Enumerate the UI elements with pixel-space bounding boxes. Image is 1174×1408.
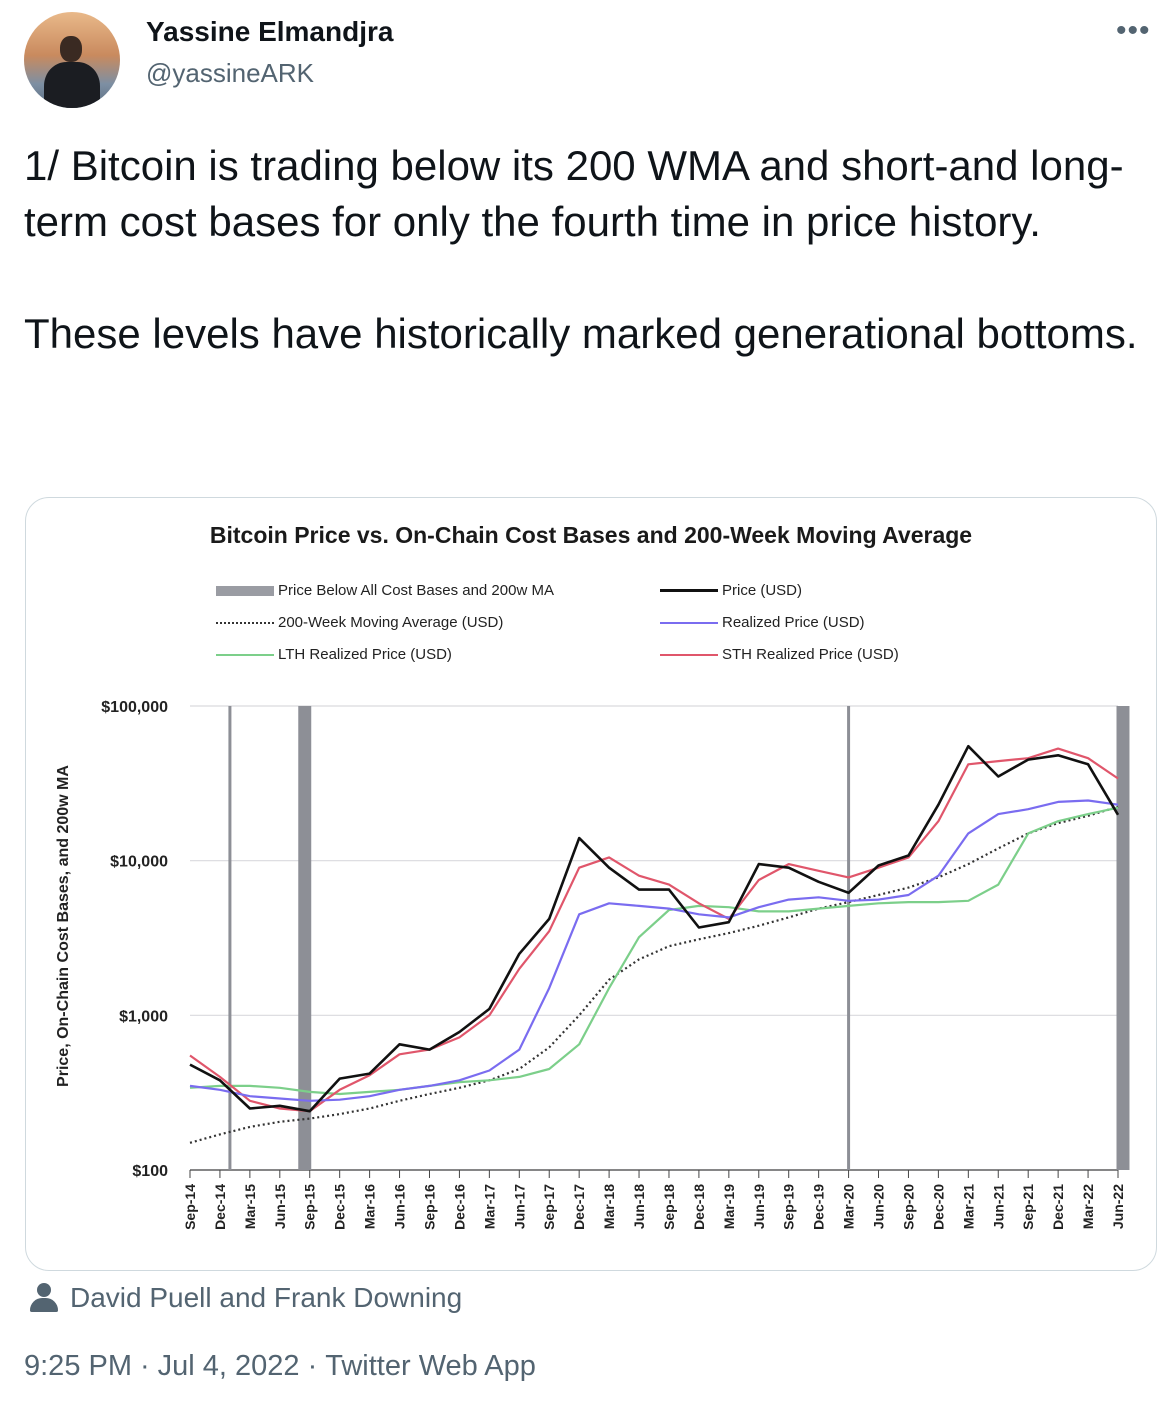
y-tick-label: $100: [132, 1163, 168, 1180]
x-tick-label: Sep-18: [661, 1184, 677, 1230]
x-tick-label: Mar-16: [362, 1184, 378, 1229]
x-tick-label: Jun-19: [751, 1184, 767, 1229]
tweet-metadata: 9:25 PM · Jul 4, 2022 · Twitter Web App: [24, 1350, 536, 1383]
x-tick-label: Dec-16: [451, 1184, 467, 1230]
x-tick-label: Dec-21: [1050, 1184, 1066, 1230]
legend-band: Price Below All Cost Bases and 200w MA: [216, 582, 554, 599]
x-tick-label: Jun-21: [990, 1184, 1006, 1229]
legend-band-swatch: [216, 585, 274, 596]
legend-sth: STH Realized Price (USD): [660, 646, 899, 663]
below-cost-band: [228, 706, 232, 1170]
x-tick-label: Jun-18: [631, 1184, 647, 1229]
legend-lth: LTH Realized Price (USD): [216, 646, 452, 663]
legend-sth-swatch: [660, 653, 718, 656]
x-tick-label: Dec-20: [930, 1184, 946, 1230]
more-options-icon[interactable]: •••: [1116, 14, 1151, 47]
x-tick-label: Mar-22: [1080, 1184, 1096, 1229]
x-tick-label: Jun-17: [511, 1184, 527, 1229]
series-line-sth-realized-price-usd: [189, 747, 1119, 1113]
y-tick-label: $1,000: [119, 1008, 168, 1025]
chart-plot: $100 $1,000 $10,000 $100,000 Sep-14 Dec-14 Ma…: [55, 699, 1130, 1230]
x-tick-label: Dec-19: [811, 1184, 827, 1230]
series-line-lth-realized-price-usd: [189, 806, 1119, 1096]
tweet-client[interactable]: Twitter Web App: [325, 1350, 536, 1382]
meta-separator: ·: [140, 1350, 150, 1382]
tweet-date[interactable]: Jul 4, 2022: [157, 1350, 300, 1382]
x-tick-label: Mar-20: [841, 1184, 857, 1229]
image-attribution[interactable]: David Puell and Frank Downing: [24, 1282, 462, 1314]
y-tick-label: $100,000: [101, 699, 168, 716]
chart-title: Bitcoin Price vs. On-Chain Cost Bases an…: [209, 522, 973, 548]
chart-image-card[interactable]: Bitcoin Price vs. On-Chain Cost Bases an…: [25, 497, 1157, 1271]
x-tick-label: Sep-21: [1020, 1184, 1036, 1230]
series-line-realized-price-usd: [189, 799, 1119, 1102]
legend-price-swatch: [660, 589, 718, 592]
x-tick-label: Mar-18: [601, 1184, 617, 1229]
x-tick-label: Mar-15: [242, 1184, 258, 1229]
legend-200wma-swatch: [216, 621, 274, 624]
meta-separator: ·: [307, 1350, 318, 1382]
x-tick-label: Dec-14: [212, 1184, 228, 1230]
chart-series: [189, 744, 1120, 1144]
chart-y-axis-label: Price, On-Chain Cost Bases, and 200w MA: [55, 765, 72, 1087]
person-icon: [30, 1283, 58, 1313]
avatar-body: [44, 62, 100, 108]
x-tick-label: Mar-21: [960, 1184, 976, 1229]
tweet-time[interactable]: 9:25 PM: [24, 1350, 132, 1382]
legend-200wma-label: 200-Week Moving Average (USD): [278, 614, 504, 631]
below-cost-band: [1116, 706, 1130, 1170]
x-tick-label: Sep-14: [182, 1184, 198, 1230]
x-tick-label: Sep-15: [302, 1184, 318, 1230]
legend-realized-swatch: [660, 621, 718, 624]
author-avatar[interactable]: [24, 12, 120, 108]
author-handle[interactable]: @yassineARK: [146, 58, 315, 88]
below-cost-band: [298, 706, 312, 1170]
legend-lth-label: LTH Realized Price (USD): [278, 646, 452, 663]
x-tick-label: Mar-17: [481, 1184, 497, 1229]
x-tick-label: Sep-20: [900, 1184, 916, 1230]
chart-gridlines: [190, 705, 1118, 1171]
below-cost-band: [847, 706, 851, 1170]
legend-lth-swatch: [216, 653, 274, 656]
y-tick-label: $10,000: [110, 854, 168, 871]
x-tick-label: Sep-16: [421, 1184, 437, 1230]
x-tick-label: Mar-19: [721, 1184, 737, 1229]
chart-x-ticks: Sep-14 Dec-14 Mar-15 Jun-15 Sep-15 Dec-15 Mar-…: [182, 1170, 1126, 1230]
x-tick-label: Dec-15: [332, 1184, 348, 1230]
legend-200wma: 200-Week Moving Average (USD): [216, 614, 503, 631]
chart-y-ticks: $100 $1,000 $10,000 $100,000: [101, 699, 168, 1180]
x-tick-label: Sep-17: [541, 1184, 557, 1230]
x-tick-label: Sep-19: [781, 1184, 797, 1230]
legend-price-label: Price (USD): [722, 582, 803, 599]
x-tick-label: Jun-20: [871, 1184, 887, 1229]
x-tick-label: Jun-15: [272, 1184, 288, 1229]
x-tick-label: Jun-16: [392, 1184, 408, 1229]
author-name[interactable]: Yassine Elmandjra: [146, 16, 394, 47]
chart-bands: [228, 706, 1130, 1170]
tweet-text: 1/ Bitcoin is trading below its 200 WMA …: [24, 142, 1138, 357]
series-line-price-usd: [189, 744, 1120, 1113]
x-tick-label: Dec-17: [571, 1184, 587, 1230]
avatar-head: [60, 36, 82, 62]
legend-realized-label: Realized Price (USD): [722, 614, 865, 631]
attribution-names[interactable]: David Puell and Frank Downing: [70, 1282, 463, 1313]
x-tick-label: Jun-22: [1110, 1184, 1126, 1229]
legend-realized: Realized Price (USD): [660, 614, 865, 631]
x-tick-label: Dec-18: [691, 1184, 707, 1230]
legend-band-label: Price Below All Cost Bases and 200w MA: [278, 582, 554, 599]
legend-price: Price (USD): [660, 582, 802, 599]
legend-sth-label: STH Realized Price (USD): [722, 646, 899, 663]
